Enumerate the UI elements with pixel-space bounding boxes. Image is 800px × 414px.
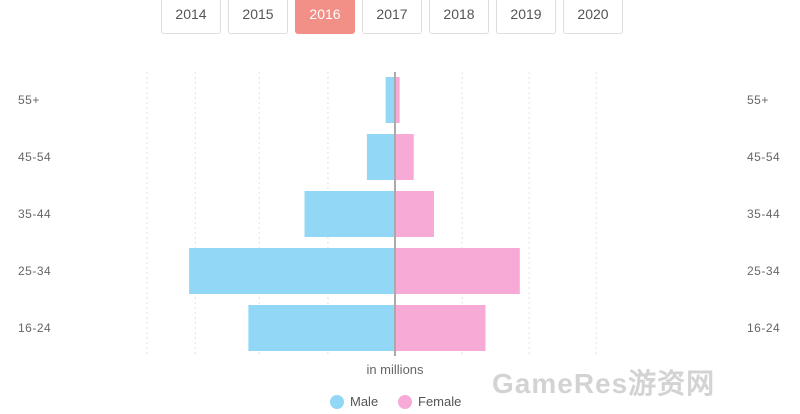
x-axis-unit-label: in millions [366, 362, 424, 377]
right-category-label: 16-24 [747, 321, 780, 335]
left-category-label: 45-54 [18, 150, 51, 164]
bar-female-25-34[interactable] [395, 248, 520, 294]
legend-item-male[interactable]: Male [330, 394, 378, 409]
right-category-label: 35-44 [747, 207, 780, 221]
bar-female-55+[interactable] [395, 77, 400, 123]
bars [189, 77, 520, 351]
left-category-label: 25-34 [18, 264, 51, 278]
bar-male-25-34[interactable] [189, 248, 395, 294]
left-category-label: 16-24 [18, 321, 51, 335]
bar-female-16-24[interactable] [395, 305, 486, 351]
legend-label-male: Male [350, 394, 379, 409]
population-pyramid-chart: 55+ 55+ 45-54 45-54 35-44 35-44 25-34 25-34 16-2… [18, 72, 780, 377]
bar-female-45-54[interactable] [395, 134, 414, 180]
legend-label-female: Female [418, 394, 462, 409]
year-tab-2020[interactable]: 2020 [563, 0, 623, 34]
year-tab-2015[interactable]: 2015 [228, 0, 288, 34]
bar-male-16-24[interactable] [248, 305, 395, 351]
left-category-label: 55+ [18, 93, 40, 107]
chart-legend: Male Female [0, 394, 800, 414]
category-labels: 55+ 55+ 45-54 45-54 35-44 35-44 25-34 25-34 16-2… [18, 93, 780, 335]
right-category-label: 55+ [747, 93, 769, 107]
bar-male-55+[interactable] [385, 77, 395, 123]
legend-swatch-female [398, 394, 412, 409]
bar-male-35-44[interactable] [304, 191, 395, 237]
year-tab-2019[interactable]: 2019 [496, 0, 556, 34]
year-tab-2017[interactable]: 2017 [362, 0, 422, 34]
watermark: GameRes游资网 [492, 368, 716, 399]
year-tab-2016[interactable]: 2016 [295, 0, 355, 34]
right-category-label: 45-54 [747, 150, 780, 164]
year-tab-2014[interactable]: 2014 [161, 0, 221, 34]
year-tab-2018[interactable]: 2018 [429, 0, 489, 34]
bar-female-35-44[interactable] [395, 191, 434, 237]
bar-male-45-54[interactable] [366, 134, 395, 180]
right-category-label: 25-34 [747, 264, 780, 278]
legend-item-female[interactable]: Female [398, 394, 461, 409]
left-category-label: 35-44 [18, 207, 51, 221]
legend-swatch-male [330, 394, 344, 409]
